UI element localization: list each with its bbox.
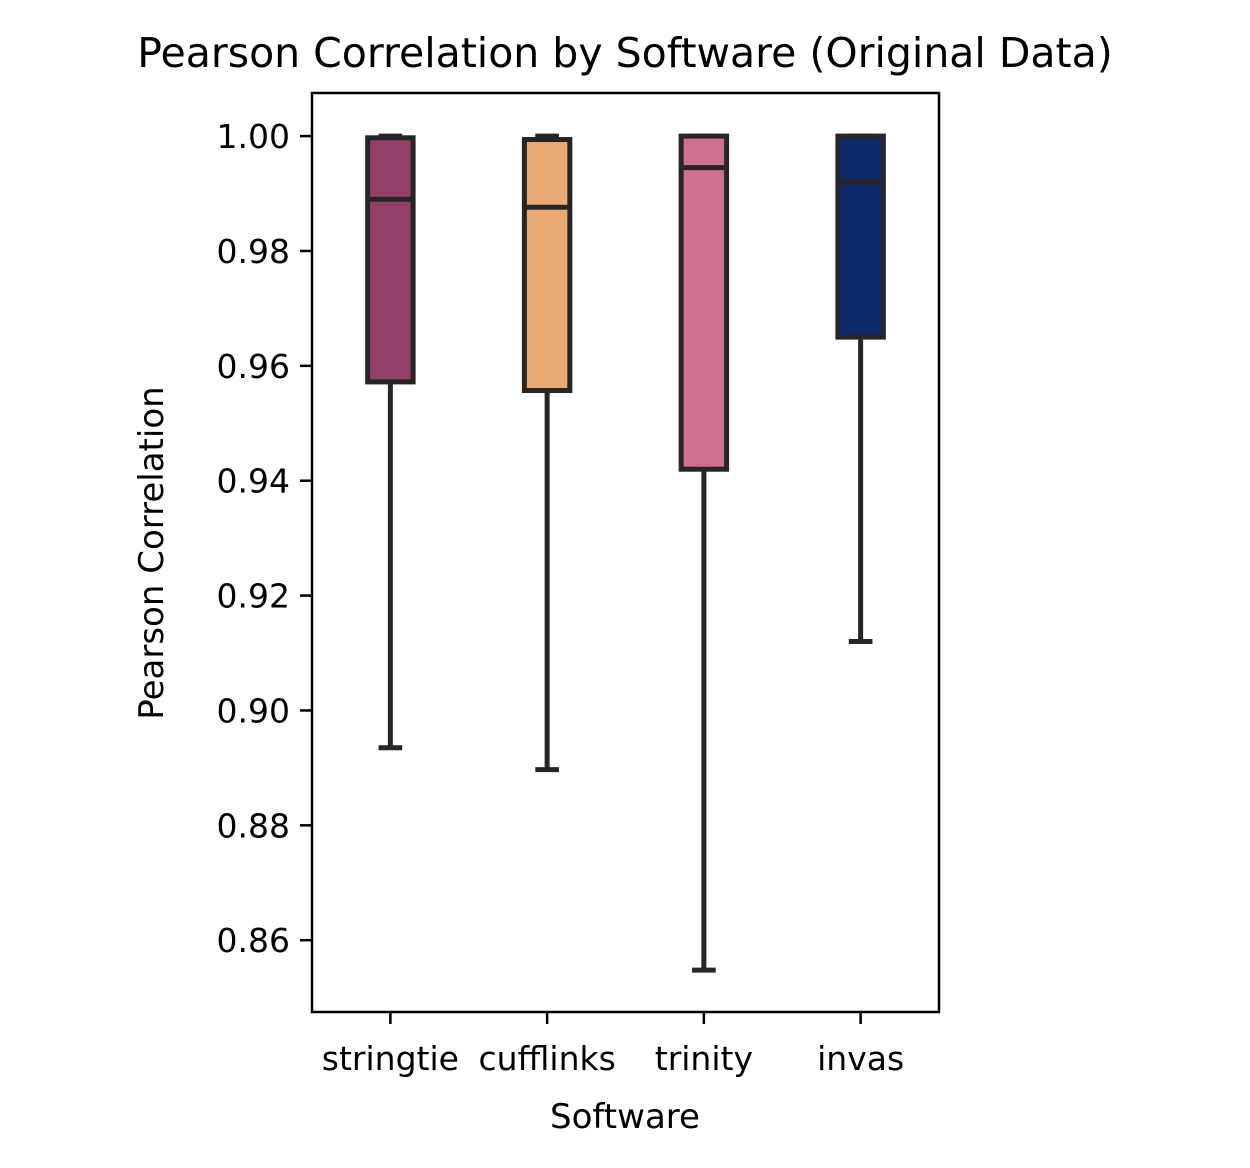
box-iqr xyxy=(521,137,573,394)
x-tick-label-cufflinks: cufflinks xyxy=(478,1039,615,1078)
y-tick-label: 0.88 xyxy=(217,806,290,845)
x-tick-label-stringtie: stringtie xyxy=(322,1039,459,1078)
y-tick-label: 0.90 xyxy=(217,691,290,730)
plot-frame xyxy=(310,91,941,1014)
y-axis: 0.86 0.88 0.90 0.92 0.94 0.96 0.98 1.00 xyxy=(217,117,312,960)
box-group-stringtie xyxy=(365,133,416,751)
x-tick-label-trinity: trinity xyxy=(655,1039,753,1078)
box-group-cufflinks xyxy=(521,133,573,773)
box-iqr xyxy=(678,133,730,472)
chart-title: Pearson Correlation by Software (Origina… xyxy=(137,29,1113,77)
y-tick-label: 0.96 xyxy=(217,347,290,386)
y-tick-label: 0.98 xyxy=(217,232,290,271)
box-iqr xyxy=(365,135,416,385)
y-axis-label: Pearson Correlation xyxy=(132,386,172,719)
box-group-invas xyxy=(835,133,886,645)
y-tick-label: 0.92 xyxy=(217,577,290,616)
x-tick-label-invas: invas xyxy=(817,1039,904,1078)
boxes-layer xyxy=(365,133,886,973)
y-tick-label: 0.94 xyxy=(217,462,290,501)
y-tick-label: 1.00 xyxy=(217,117,290,156)
x-axis-label: Software xyxy=(550,1097,700,1137)
x-axis: stringtie cufflinks trinity invas xyxy=(322,1012,904,1078)
box-group-trinity xyxy=(678,133,730,973)
y-tick-label: 0.86 xyxy=(217,921,290,960)
box-iqr xyxy=(835,133,886,340)
